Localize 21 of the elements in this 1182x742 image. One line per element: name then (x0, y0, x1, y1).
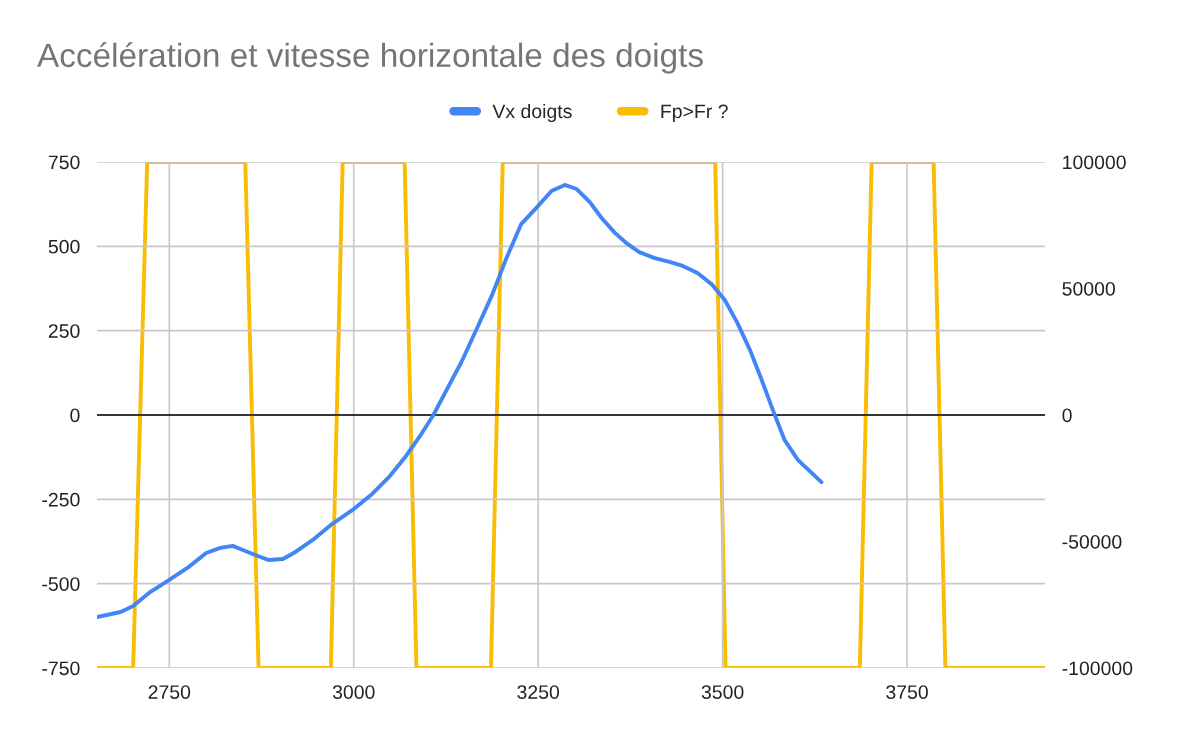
chart-title: Accélération et vitesse horizontale des doigts (37, 42, 703, 74)
y-tick-label: 750 (48, 155, 80, 170)
legend-label: Fp>Fr ? (661, 104, 728, 123)
y2-tick-label: -100000 (1062, 661, 1133, 676)
y2-tick-label: 0 (1062, 408, 1072, 423)
y2-tick-label: -50000 (1062, 534, 1122, 549)
y-tick-label: -500 (42, 577, 80, 591)
x-tick-label: 3250 (517, 685, 560, 699)
y2-tick-label: 100000 (1063, 155, 1126, 170)
line-series (97, 182, 824, 620)
y-tick-label: 250 (48, 324, 80, 338)
y-tick-label: -250 (42, 492, 80, 507)
y-tick-label: 500 (48, 239, 80, 254)
x-tick-label: 3000 (332, 685, 375, 699)
y-tick-label: -750 (42, 661, 80, 676)
x-tick-label: 3750 (886, 685, 928, 699)
legend-label: Vx doigts (492, 103, 572, 123)
x-tick-label: 3500 (701, 685, 744, 699)
y2-tick-label: 50000 (1062, 281, 1115, 296)
x-tick-label: 2750 (148, 685, 191, 699)
y-tick-label: 0 (70, 408, 80, 423)
